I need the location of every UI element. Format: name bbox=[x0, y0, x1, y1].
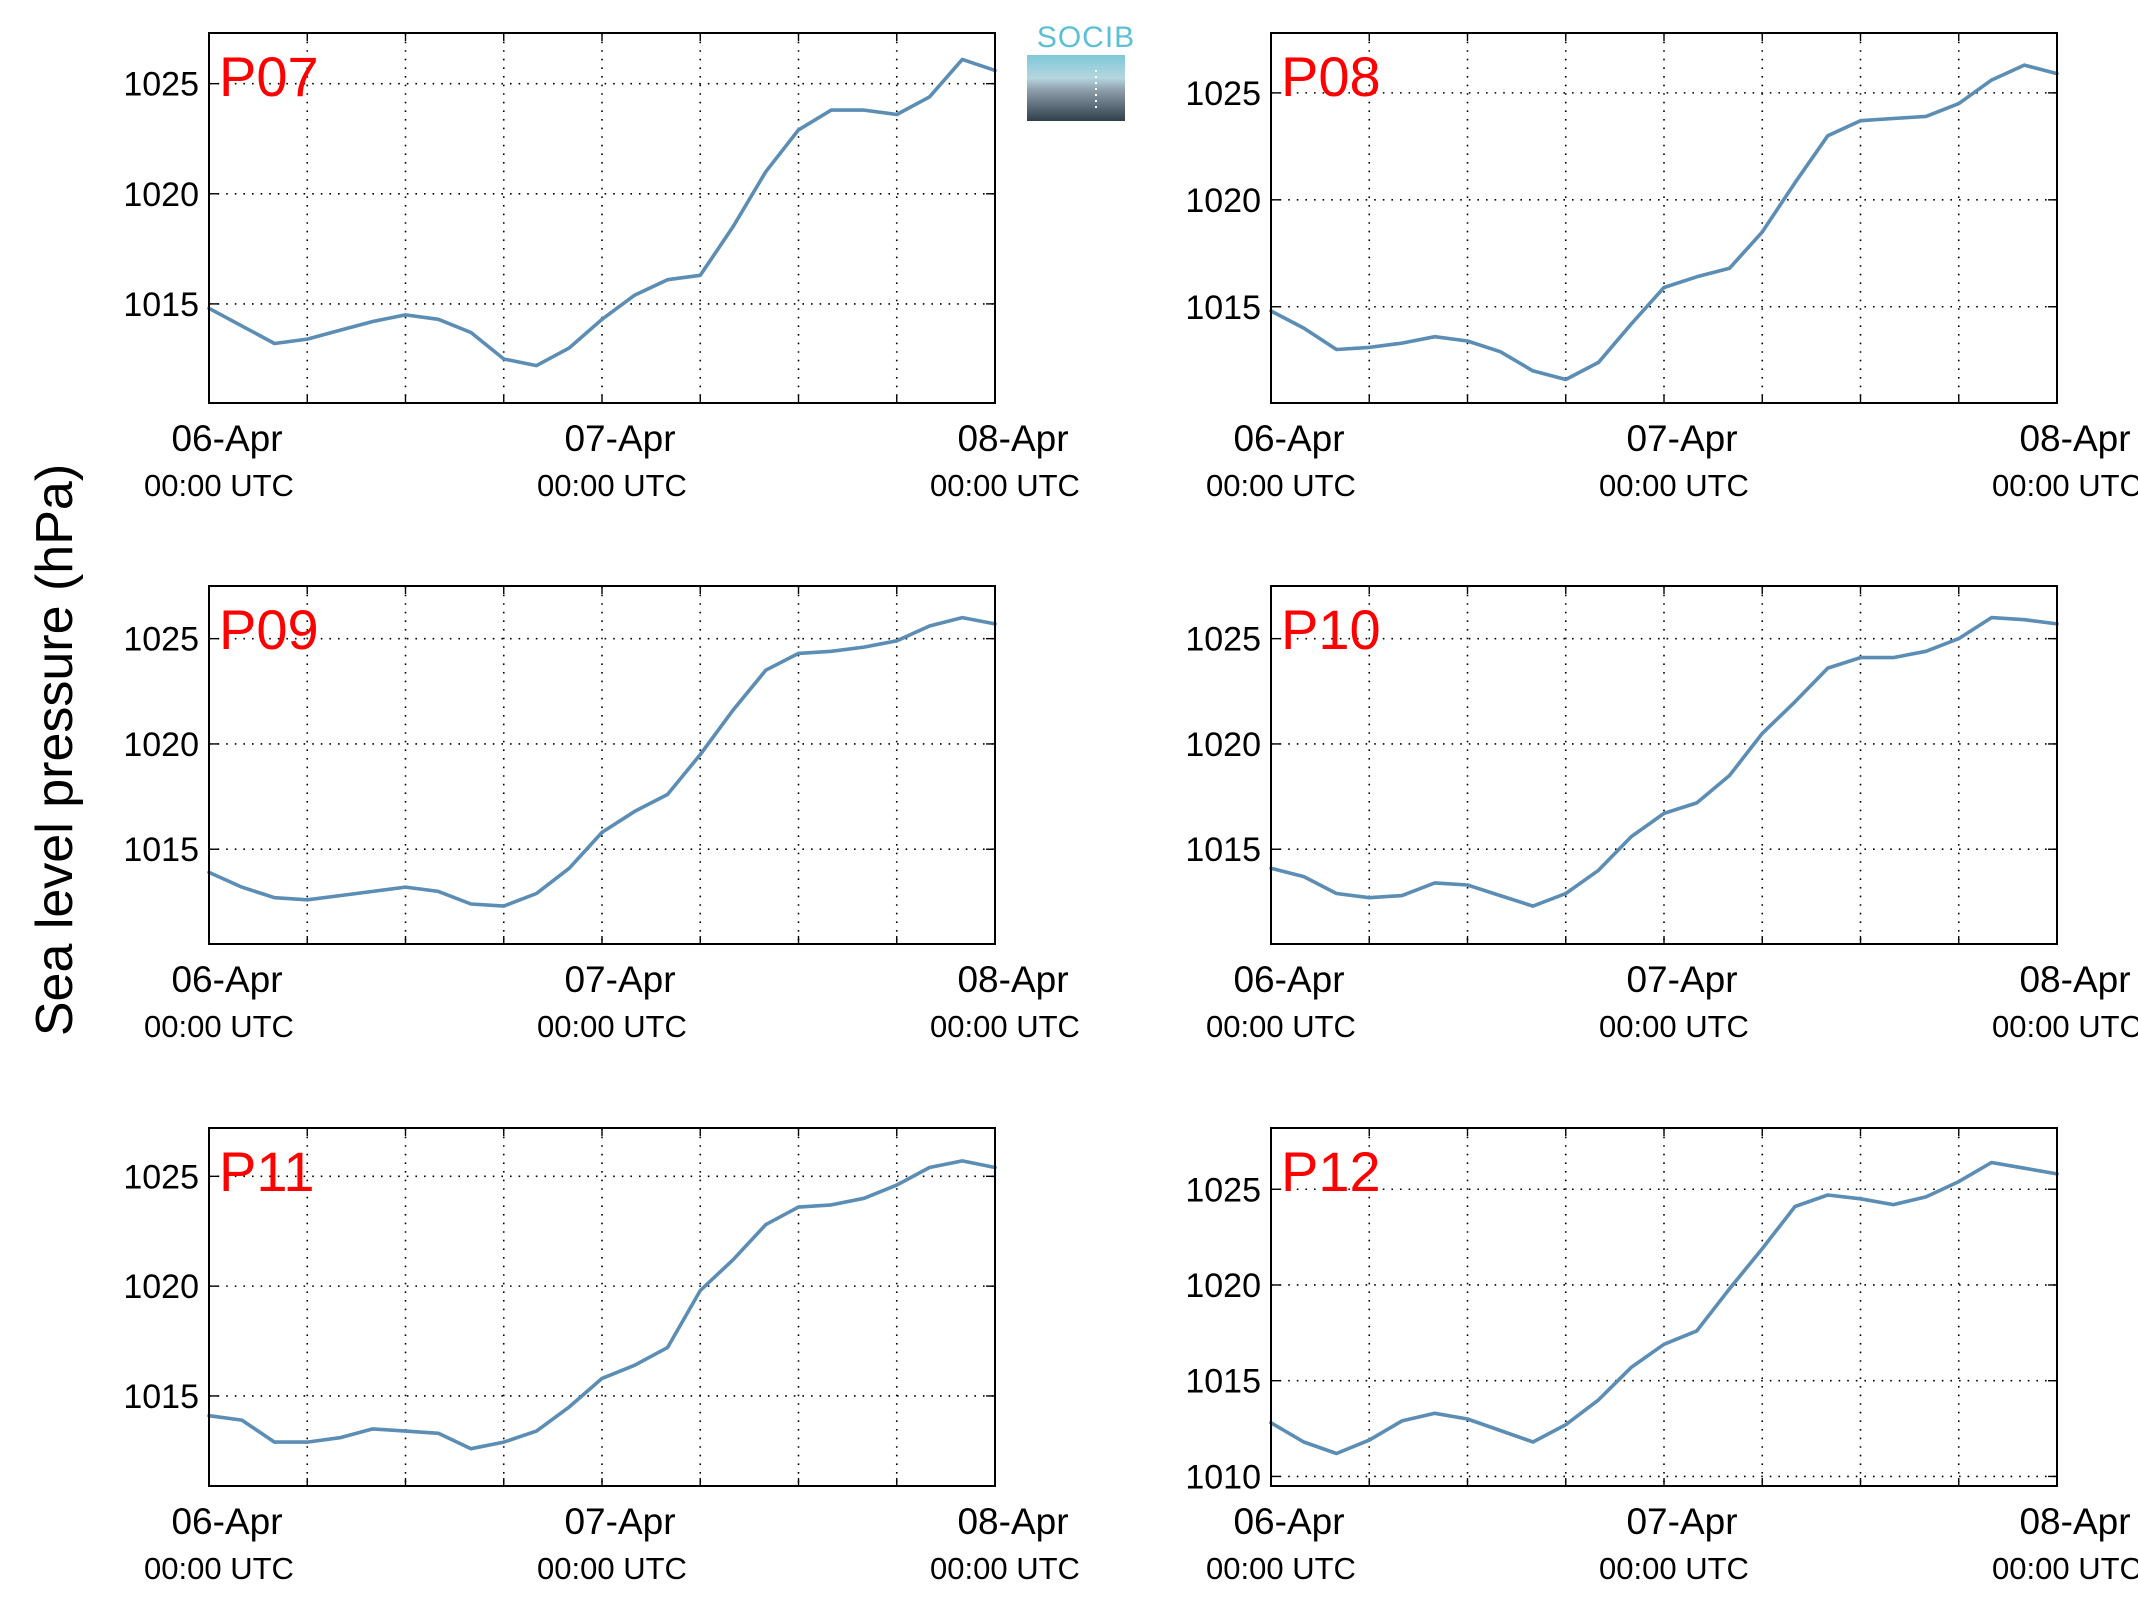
y-tick-label: 1020 bbox=[123, 726, 199, 764]
socib-logo-text: SOCIB bbox=[1037, 21, 1135, 54]
x-tick-label-date: 07-Apr bbox=[564, 418, 675, 459]
chart-panel-p10: 1015 1020 1025 06-Apr 00:00 UTC 07-Apr 00:00 U… bbox=[1185, 585, 2138, 1044]
x-tick-label-time: 00:00 UTC bbox=[144, 1551, 294, 1586]
panel-label: P10 bbox=[1281, 598, 1381, 661]
y-tick-label: 1025 bbox=[1185, 1171, 1261, 1209]
y-tick-label: 1020 bbox=[123, 1268, 199, 1306]
x-tick-label-date: 06-Apr bbox=[171, 1501, 282, 1542]
y-tick-label: 1015 bbox=[1185, 1363, 1261, 1401]
chart-panel-p11: 1015 1020 1025 06-Apr 00:00 UTC 07-Apr 00:00 U… bbox=[123, 1127, 1080, 1586]
y-axis-label: Sea level pressure (hPa) bbox=[26, 464, 84, 1036]
panels-container: 1015 1020 1025 06-Apr 00:00 UTC 07-Apr 00:00 U… bbox=[123, 32, 2138, 1586]
x-tick-label-time: 00:00 UTC bbox=[1599, 1009, 1749, 1044]
y-tick-label: 1020 bbox=[1185, 182, 1261, 220]
chart-panel-p07: 1015 1020 1025 06-Apr 00:00 UTC 07-Apr 00:00 U… bbox=[123, 32, 1080, 503]
series-line-p07 bbox=[207, 57, 997, 368]
x-tick-label-date: 06-Apr bbox=[1233, 1501, 1344, 1542]
x-tick-label-time: 00:00 UTC bbox=[1206, 1009, 1356, 1044]
panel-label: P07 bbox=[219, 45, 319, 108]
y-tick-label: 1015 bbox=[1185, 289, 1261, 327]
x-tick-label-time: 00:00 UTC bbox=[537, 1009, 687, 1044]
x-tick-label-time: 00:00 UTC bbox=[930, 1551, 1080, 1586]
y-tick-label: 1025 bbox=[1185, 621, 1261, 659]
panel-label: P08 bbox=[1281, 45, 1381, 108]
x-tick-label-time: 00:00 UTC bbox=[537, 468, 687, 503]
y-tick-label: 1015 bbox=[123, 286, 199, 324]
axes-frame bbox=[208, 32, 996, 404]
y-tick-label: 1020 bbox=[1185, 1267, 1261, 1305]
x-tick-label-time: 00:00 UTC bbox=[1206, 468, 1356, 503]
x-tick-label-date: 08-Apr bbox=[957, 1501, 1068, 1542]
x-tick-label-time: 00:00 UTC bbox=[1206, 1551, 1356, 1586]
x-tick-label-time: 00:00 UTC bbox=[930, 1009, 1080, 1044]
y-tick-label: 1025 bbox=[123, 66, 199, 104]
axes-frame bbox=[1270, 1127, 2058, 1487]
series-line-p11 bbox=[207, 1159, 997, 1451]
x-tick-label-time: 00:00 UTC bbox=[1992, 1551, 2138, 1586]
x-tick-label-date: 08-Apr bbox=[2019, 1501, 2130, 1542]
axes-frame bbox=[208, 1127, 996, 1487]
x-tick-label-date: 08-Apr bbox=[957, 418, 1068, 459]
x-tick-label-date: 06-Apr bbox=[171, 959, 282, 1000]
series-line-p08 bbox=[1269, 63, 2059, 382]
y-tick-label: 1025 bbox=[123, 1158, 199, 1196]
panel-label: P09 bbox=[219, 598, 319, 661]
chart-panel-p12: 1010 1015 1020 1025 06-Apr 00:00 UTC 07-Apr 00:… bbox=[1185, 1127, 2138, 1586]
x-tick-label-time: 00:00 UTC bbox=[1599, 468, 1749, 503]
chart-panel-p09: 1015 1020 1025 06-Apr 00:00 UTC 07-Apr 00:00 U… bbox=[123, 585, 1080, 1044]
axes-frame bbox=[208, 585, 996, 945]
x-tick-label-date: 08-Apr bbox=[2019, 959, 2130, 1000]
series-line-p09 bbox=[207, 615, 997, 908]
socib-logo: SOCIB bbox=[1027, 21, 1135, 121]
x-tick-label-date: 07-Apr bbox=[1626, 1501, 1737, 1542]
x-tick-label-date: 08-Apr bbox=[957, 959, 1068, 1000]
panel-label: P12 bbox=[1281, 1140, 1381, 1203]
x-tick-label-date: 07-Apr bbox=[1626, 959, 1737, 1000]
x-tick-label-time: 00:00 UTC bbox=[1599, 1551, 1749, 1586]
y-tick-label: 1020 bbox=[123, 176, 199, 214]
axes-frame bbox=[1270, 585, 2058, 945]
y-tick-label: 1015 bbox=[123, 1378, 199, 1416]
x-tick-label-date: 06-Apr bbox=[171, 418, 282, 459]
x-tick-label-time: 00:00 UTC bbox=[1992, 1009, 2138, 1044]
x-tick-label-date: 07-Apr bbox=[564, 1501, 675, 1542]
x-tick-label-time: 00:00 UTC bbox=[144, 468, 294, 503]
chart-panel-p08: 1015 1020 1025 06-Apr 00:00 UTC 07-Apr 00:00 U… bbox=[1185, 32, 2138, 503]
x-tick-label-time: 00:00 UTC bbox=[1992, 468, 2138, 503]
series-line-p12 bbox=[1269, 1160, 2059, 1456]
x-tick-label-date: 07-Apr bbox=[1626, 418, 1737, 459]
x-tick-label-time: 00:00 UTC bbox=[930, 468, 1080, 503]
y-tick-label: 1010 bbox=[1185, 1458, 1261, 1496]
x-tick-label-date: 06-Apr bbox=[1233, 959, 1344, 1000]
y-tick-label: 1015 bbox=[1185, 831, 1261, 869]
y-tick-label: 1025 bbox=[1185, 75, 1261, 113]
axes-frame bbox=[1270, 32, 2058, 404]
y-tick-label: 1025 bbox=[123, 621, 199, 659]
series-line-p10 bbox=[1269, 615, 2059, 908]
y-tick-label: 1015 bbox=[123, 831, 199, 869]
y-tick-label: 1020 bbox=[1185, 726, 1261, 764]
x-tick-label-date: 08-Apr bbox=[2019, 418, 2130, 459]
panel-label: P11 bbox=[219, 1140, 314, 1203]
x-tick-label-date: 06-Apr bbox=[1233, 418, 1344, 459]
x-tick-label-date: 07-Apr bbox=[564, 959, 675, 1000]
x-tick-label-time: 00:00 UTC bbox=[537, 1551, 687, 1586]
x-tick-label-time: 00:00 UTC bbox=[144, 1009, 294, 1044]
